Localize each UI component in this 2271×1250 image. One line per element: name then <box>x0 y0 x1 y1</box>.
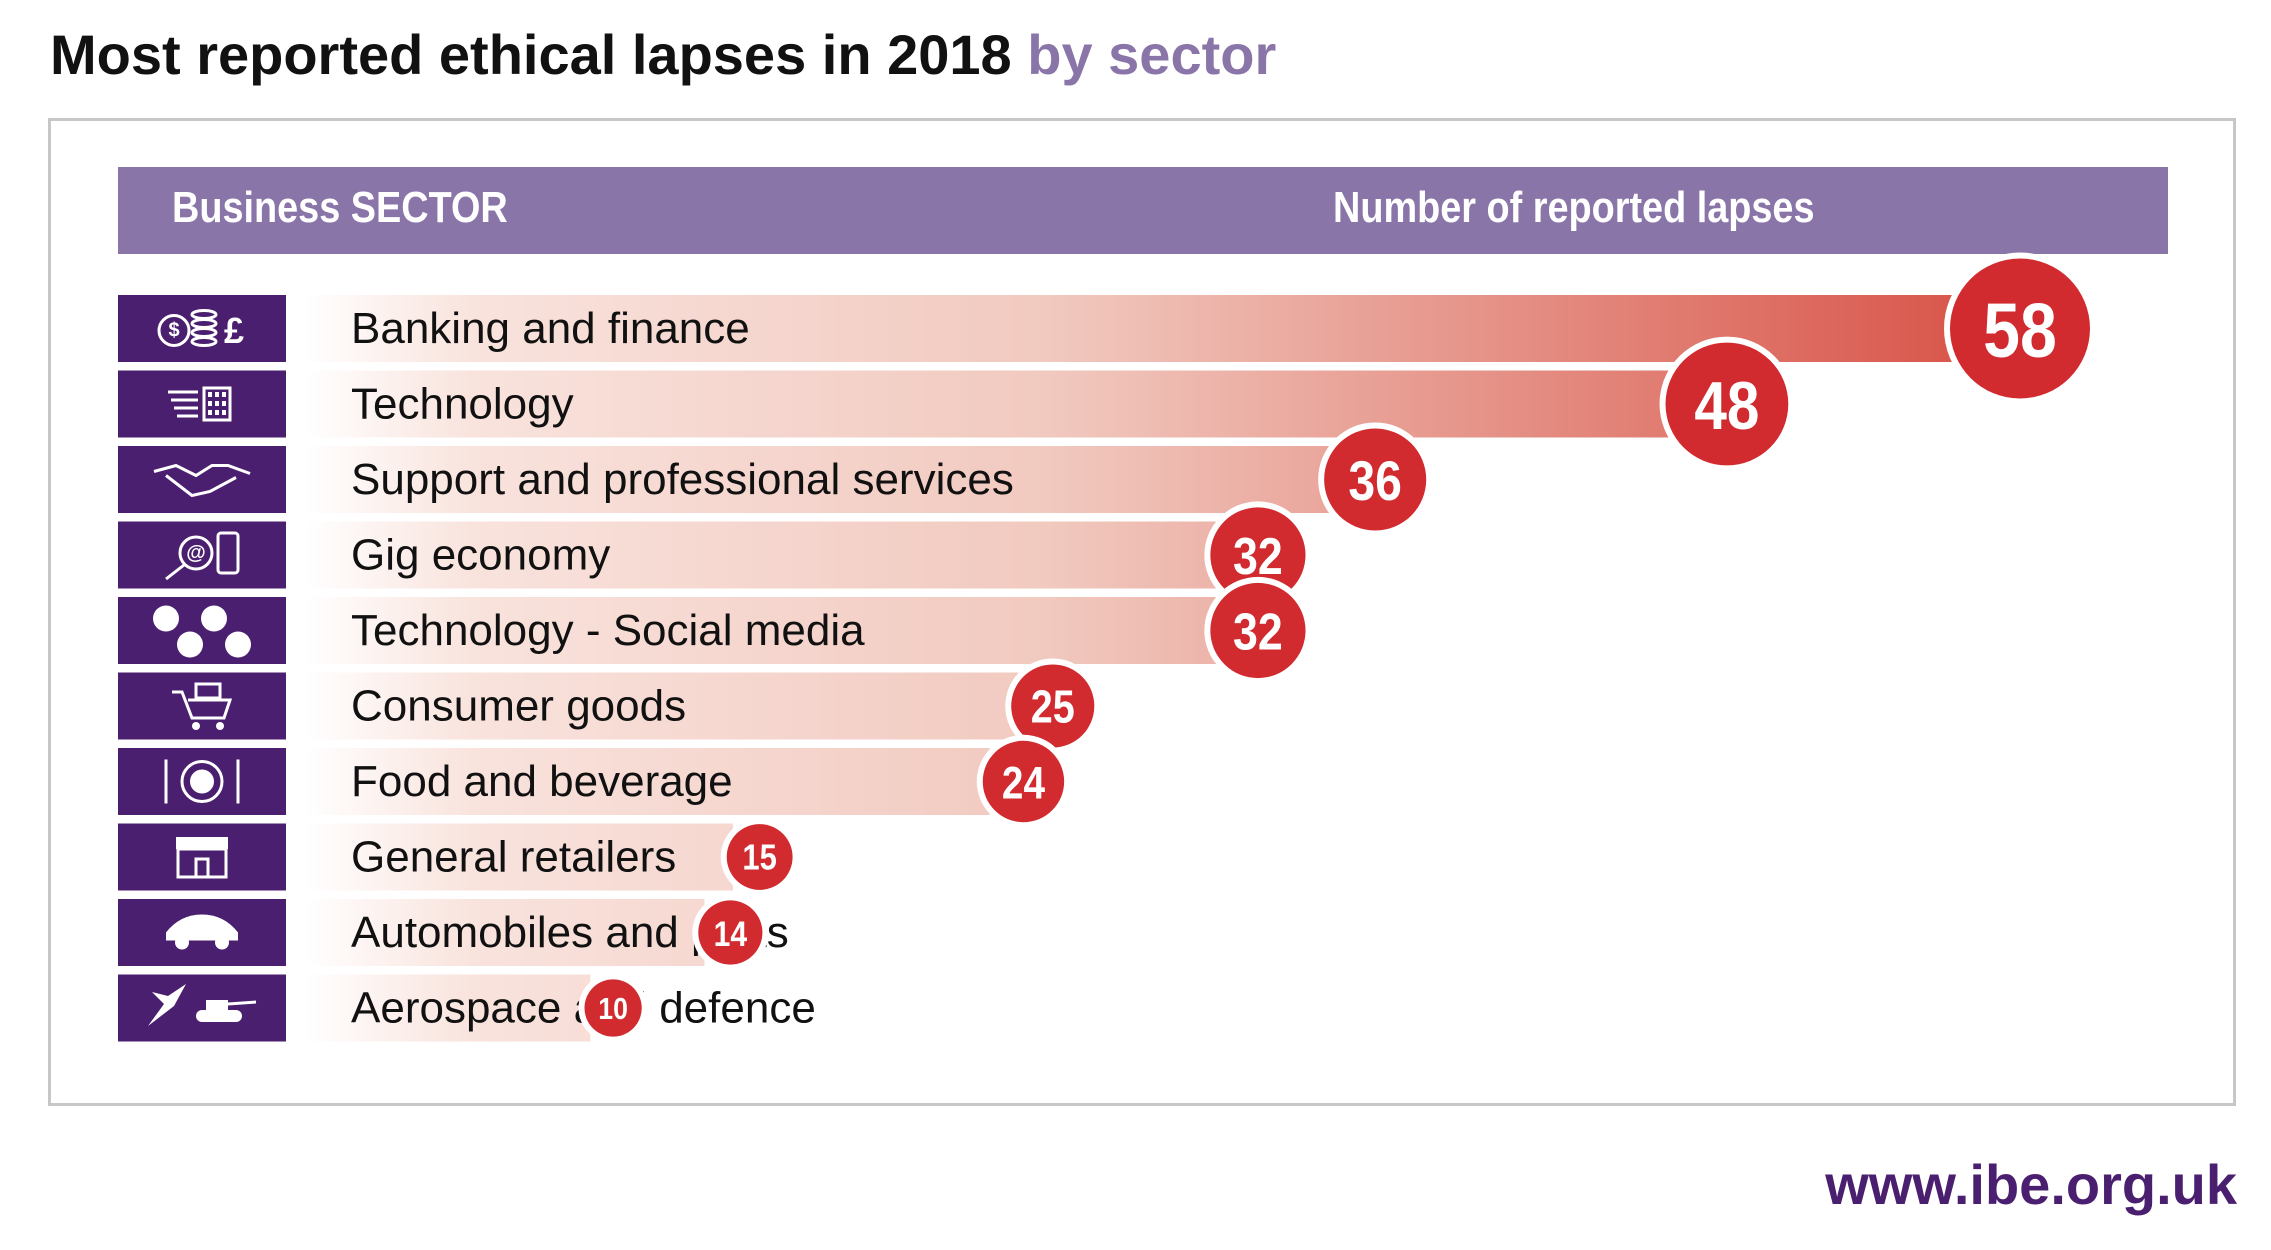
data-label: 14 <box>714 914 747 954</box>
value-badge: 32 <box>1204 501 1312 609</box>
badge-circle <box>1011 664 1095 748</box>
data-label: 58 <box>1983 288 2057 374</box>
jet-tank-icon <box>148 984 257 1026</box>
icon-box-bg <box>118 521 286 589</box>
category-label: Gig economy <box>351 531 610 580</box>
bar-6 <box>305 672 1019 740</box>
footer-url[interactable]: www.ibe.org.uk <box>1825 1153 2237 1216</box>
value-badge: 14 <box>692 894 769 971</box>
sector-icon-box <box>118 823 286 891</box>
bar-2 <box>305 370 1675 438</box>
badge-circle <box>726 824 793 890</box>
sector-icon-box <box>118 899 286 966</box>
bar-9 <box>305 899 705 966</box>
data-label: 36 <box>1348 450 1402 512</box>
value-badge: 25 <box>1005 658 1101 754</box>
column-header-lapses: Number of reported lapses <box>1333 183 1815 232</box>
sector-icon-box <box>118 370 286 438</box>
icon-box-bg <box>118 446 286 513</box>
category-label: Banking and finance <box>351 304 750 353</box>
sector-icon-box <box>118 446 286 513</box>
category-label: General retailers <box>351 833 676 882</box>
coins-pound-icon: $ £ <box>157 309 244 351</box>
bar-3 <box>305 446 1333 513</box>
value-badge: 15 <box>720 818 799 896</box>
chart-title-accent: by sector <box>1027 23 1277 86</box>
bar-4 <box>305 521 1219 589</box>
value-badge: 10 <box>578 973 648 1043</box>
icon-box-bg <box>118 370 286 438</box>
bar-8 <box>305 823 734 891</box>
badge-circle <box>982 740 1065 823</box>
svg-text:$: $ <box>168 320 179 342</box>
badge-circle <box>1210 507 1306 603</box>
category-label: Consumer goods <box>351 682 686 731</box>
magnifier-phone-icon: @ <box>165 531 240 581</box>
svg-text:£: £ <box>224 310 244 351</box>
sector-icon-box <box>118 597 286 664</box>
badge-circle <box>1665 342 1789 466</box>
bar-5 <box>305 597 1219 664</box>
plate-cutlery-icon <box>164 759 240 804</box>
value-badge: 48 <box>1659 336 1795 472</box>
bar-1 <box>305 295 1960 362</box>
chart-frame <box>48 118 2236 1106</box>
bar-10 <box>305 974 591 1042</box>
data-label: 24 <box>1002 758 1046 808</box>
badge-circle <box>1950 258 2090 399</box>
badge-circle <box>1210 582 1306 679</box>
car-icon <box>166 914 238 950</box>
sector-icon-box <box>118 672 286 740</box>
data-label: 48 <box>1694 369 1759 444</box>
bar-7 <box>305 748 990 815</box>
sector-icon-box <box>118 974 286 1042</box>
category-label: Technology - Social media <box>351 606 865 655</box>
value-badge: 58 <box>1944 252 2096 405</box>
badges-layer: 58 48 36 32 32 25 24 15 14 10 <box>578 252 2096 1043</box>
data-label: 32 <box>1233 603 1283 661</box>
svg-text:@: @ <box>186 542 206 564</box>
icon-box-bg <box>118 597 286 664</box>
technology-keypad-icon <box>168 386 232 422</box>
handshake-icon <box>153 463 251 498</box>
column-header-sector: Business SECTOR <box>172 183 508 232</box>
sector-icon-box: $ £ <box>118 295 286 362</box>
badge-circle <box>698 900 763 965</box>
sector-icon-box: @ <box>118 521 286 589</box>
column-header-bar: Business SECTOR Number of reported lapse… <box>118 167 2168 254</box>
social-media-icon <box>153 605 251 658</box>
category-label: Technology <box>351 380 574 429</box>
data-label: 10 <box>598 992 628 1026</box>
value-badge: 24 <box>976 734 1071 829</box>
chart-title: Most reported ethical lapses in 2018 by … <box>50 22 1276 87</box>
data-label: 15 <box>742 838 776 878</box>
icon-box-bg <box>118 823 286 891</box>
category-label: Support and professional services <box>351 455 1014 504</box>
icon-box-bg <box>118 974 286 1042</box>
shopfront-icon <box>176 837 228 879</box>
bars-layer <box>305 295 1960 1042</box>
data-label: 25 <box>1031 682 1075 733</box>
value-badge: 36 <box>1318 422 1433 537</box>
shopping-cart-icon <box>172 682 233 730</box>
data-label: 32 <box>1233 528 1283 586</box>
sector-icon-box <box>118 748 286 815</box>
value-badge: 32 <box>1204 576 1312 685</box>
badge-circle <box>1324 428 1427 531</box>
badge-circle <box>584 979 642 1037</box>
category-label: Food and beverage <box>351 757 733 806</box>
chart-title-main: Most reported ethical lapses in 2018 <box>50 23 1012 86</box>
